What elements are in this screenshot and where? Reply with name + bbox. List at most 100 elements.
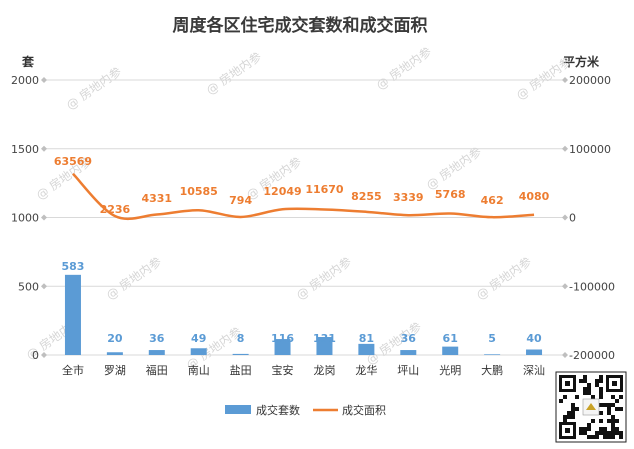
x-axis: 全市 罗湖 福田 南山 盐田 宝安 龙岗 龙华 坪山 光明 大鹏 深汕 bbox=[62, 363, 545, 377]
right-tick-label: 200000 bbox=[569, 74, 611, 87]
qr-module bbox=[571, 411, 575, 415]
line-value-label: 794 bbox=[229, 194, 252, 207]
qr-module bbox=[599, 395, 603, 399]
bar-value-label: 116 bbox=[271, 332, 294, 345]
qr-module bbox=[615, 399, 619, 403]
bar bbox=[106, 352, 123, 355]
qr-module bbox=[619, 431, 623, 435]
qr-module bbox=[607, 419, 611, 423]
bar bbox=[358, 343, 375, 355]
watermark-text: @ 房地内参 bbox=[203, 49, 264, 98]
bar-value-label: 20 bbox=[107, 332, 123, 345]
legend-swatch-bar bbox=[225, 405, 251, 414]
qr-module bbox=[575, 407, 579, 411]
qr-module bbox=[587, 423, 591, 427]
qr-module bbox=[599, 403, 603, 407]
bar-value-label: 49 bbox=[191, 332, 206, 345]
area-line bbox=[72, 172, 535, 220]
qr-module bbox=[611, 435, 615, 439]
qr-module bbox=[591, 435, 595, 439]
right-axis: -200000 -100000 0 100000 200000 bbox=[569, 74, 615, 362]
chart-title: 周度各区住宅成交套数和成交面积 bbox=[173, 15, 428, 36]
qr-module bbox=[571, 407, 575, 411]
qr-module bbox=[611, 403, 615, 407]
grid-marker-right bbox=[562, 352, 568, 358]
qr-module bbox=[595, 435, 599, 439]
line-value-label: 12049 bbox=[263, 185, 301, 198]
qr-module bbox=[595, 383, 599, 387]
bar bbox=[64, 274, 81, 355]
qr-module bbox=[567, 411, 571, 415]
qr-module bbox=[611, 419, 615, 423]
bar-value-label: 583 bbox=[61, 260, 84, 273]
bar bbox=[148, 350, 165, 355]
qr-module bbox=[587, 427, 591, 431]
qr-module bbox=[587, 387, 591, 391]
qr-module bbox=[579, 431, 583, 435]
bar bbox=[442, 346, 459, 355]
qr-module bbox=[563, 415, 567, 419]
qr-module bbox=[595, 431, 599, 435]
watermark-text: @ 房地内参 bbox=[423, 144, 484, 193]
bar-value-label: 36 bbox=[401, 332, 417, 345]
qr-module bbox=[607, 431, 611, 435]
watermark-text: @ 房地内参 bbox=[373, 44, 434, 93]
qr-module bbox=[591, 395, 595, 399]
left-axis: 0 500 1000 1500 2000 bbox=[11, 74, 39, 362]
qr-module bbox=[579, 427, 583, 431]
line-value-label: 11670 bbox=[305, 183, 344, 196]
bar-value-label: 5 bbox=[488, 332, 496, 345]
right-tick-label: 100000 bbox=[569, 143, 611, 156]
bar-series: 583 20 36 49 8 116 131 81 36 61 5 40 bbox=[61, 260, 543, 355]
qr-module bbox=[583, 379, 587, 383]
category-label: 南山 bbox=[188, 364, 210, 377]
category-label: 龙华 bbox=[355, 363, 377, 377]
grid-marker-left bbox=[41, 283, 47, 290]
line-value-label: 10585 bbox=[180, 185, 218, 198]
left-tick-label: 1500 bbox=[11, 143, 39, 156]
qr-module bbox=[571, 403, 575, 407]
bar-value-label: 40 bbox=[526, 332, 542, 345]
qr-module bbox=[619, 395, 623, 399]
qr-module bbox=[607, 435, 611, 439]
line-value-label: 4331 bbox=[141, 192, 172, 205]
qr-module bbox=[607, 407, 611, 411]
qr-module bbox=[603, 435, 607, 439]
qr-module bbox=[615, 407, 619, 411]
grid-marker-right bbox=[562, 283, 568, 290]
grid-marker-left bbox=[41, 214, 47, 221]
left-tick-label: 0 bbox=[32, 349, 39, 362]
qr-module bbox=[599, 391, 603, 395]
category-label: 全市 bbox=[62, 363, 84, 377]
qr-module bbox=[583, 427, 587, 431]
bar-value-label: 131 bbox=[313, 332, 336, 345]
qr-module bbox=[579, 379, 583, 383]
qr-module bbox=[603, 427, 607, 431]
grid-marker-left bbox=[41, 352, 47, 358]
line-value-label: 8255 bbox=[351, 190, 382, 203]
bar bbox=[316, 336, 333, 355]
qr-module bbox=[587, 435, 591, 439]
right-tick-label: 0 bbox=[569, 212, 576, 225]
qr-module bbox=[583, 391, 587, 395]
line-value-label: 4080 bbox=[519, 190, 550, 203]
legend-label-line: 成交面积 bbox=[342, 403, 386, 417]
qr-module bbox=[611, 431, 615, 435]
category-label: 盐田 bbox=[230, 364, 252, 377]
watermark-text: @ 房地内参 bbox=[103, 254, 164, 303]
grid-marker-right bbox=[562, 77, 568, 83]
qr-module bbox=[567, 415, 571, 419]
bar bbox=[190, 348, 207, 355]
qr-module bbox=[599, 375, 603, 379]
qr-module bbox=[599, 411, 603, 415]
grid-marker-right bbox=[562, 214, 568, 221]
category-label: 深汕 bbox=[523, 364, 545, 377]
qr-module bbox=[587, 383, 591, 387]
category-label: 龙岗 bbox=[313, 364, 335, 377]
qr-code bbox=[555, 371, 627, 443]
qr-module bbox=[563, 395, 567, 399]
left-tick-label: 2000 bbox=[11, 74, 39, 87]
left-tick-label: 500 bbox=[18, 280, 39, 293]
qr-module bbox=[583, 375, 587, 379]
bar bbox=[526, 349, 543, 355]
